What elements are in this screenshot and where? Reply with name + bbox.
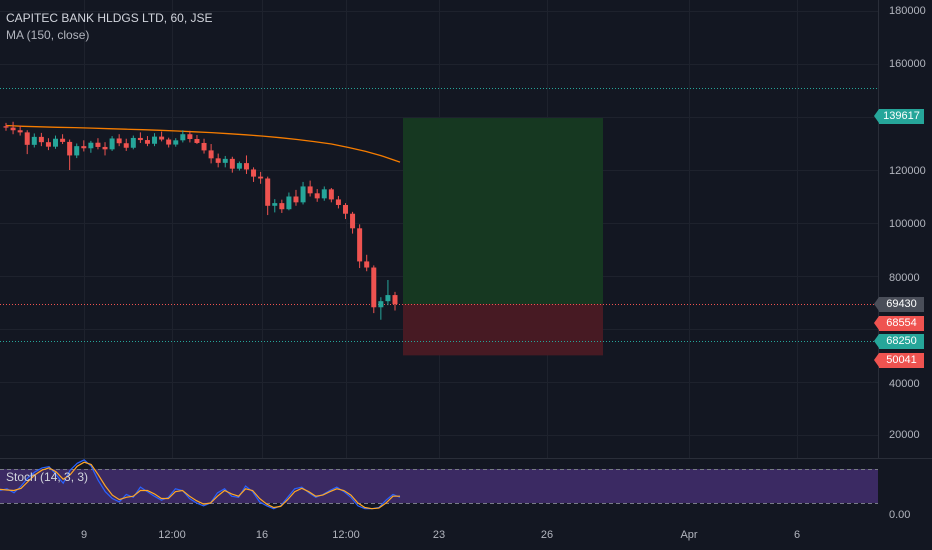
x-tick-9: 9 (80, 529, 88, 541)
candle-body (229, 158, 235, 169)
y-tick-40000: 40000 (889, 378, 920, 390)
candle-body (144, 140, 150, 144)
price-badge-target: 139617 (874, 109, 924, 124)
candles (3, 121, 398, 320)
x-tick-23: 23 (432, 529, 446, 541)
candle-body (350, 213, 356, 229)
candle-body (293, 196, 299, 203)
x-tick-1200-a: 12:00 (158, 529, 186, 541)
candle-body (385, 295, 391, 302)
candle-body (378, 301, 384, 308)
candle-body (74, 146, 80, 156)
candle-body (187, 134, 193, 139)
price-badge-entry: 68554 (874, 316, 924, 331)
candle-body (159, 136, 165, 140)
candle-body (45, 142, 51, 147)
candle-body (130, 137, 136, 148)
stochastic-pane[interactable] (0, 459, 932, 524)
candle-body (81, 146, 87, 149)
ma-150-line (5, 124, 401, 163)
candle-body (286, 196, 292, 210)
stoch-indicator-label[interactable]: Stoch (14, 3, 3) (6, 470, 89, 484)
candle-body (102, 146, 108, 150)
candle-body (17, 130, 23, 133)
candle-body (88, 142, 94, 149)
candle-body (109, 138, 115, 150)
candle-body (236, 163, 242, 169)
candle-body (300, 186, 306, 203)
candle-body (335, 199, 341, 205)
candle-body (222, 158, 228, 163)
candle-body (53, 138, 59, 147)
candle-body (173, 140, 179, 145)
candle-body (279, 203, 285, 210)
x-tick-16: 16 (255, 529, 269, 541)
candle-body (314, 193, 320, 199)
candle-body (371, 267, 377, 308)
candle-body (265, 178, 271, 206)
symbol-title[interactable]: CAPITEC BANK HLDGS LTD, 60, JSE (6, 11, 213, 25)
stop-zone (403, 304, 603, 356)
price-badge-last: 69430 (874, 297, 924, 312)
candle-body (116, 138, 122, 144)
stoch-axis-label: 0.00 (889, 509, 911, 521)
horizontal-levels (0, 88, 878, 342)
candle-body (357, 228, 363, 262)
price-badge-support: 68250 (874, 334, 924, 349)
candle-body (307, 186, 313, 194)
candle-body (137, 137, 143, 141)
ma-indicator-label[interactable]: MA (150, close) (6, 28, 90, 42)
candle-body (272, 203, 278, 206)
candle-body (392, 295, 398, 305)
candle-body (251, 169, 257, 177)
y-tick-120000: 120000 (889, 165, 926, 177)
stoch-d-line (0, 461, 400, 510)
candle-body (328, 189, 334, 200)
price-chart-pane[interactable] (0, 0, 932, 459)
y-tick-160000: 160000 (889, 58, 926, 70)
x-tick-26: 26 (540, 529, 554, 541)
candle-body (364, 261, 370, 268)
y-tick-100000: 100000 (889, 218, 926, 230)
candle-body (38, 136, 44, 143)
candle-body (258, 176, 264, 179)
candle-body (201, 142, 207, 151)
x-tick-apr: Apr (680, 529, 698, 541)
candle-body (31, 136, 37, 145)
candle-body (208, 150, 214, 159)
candle-body (24, 132, 30, 145)
candle-body (95, 142, 101, 147)
x-tick-1200-b: 12:00 (332, 529, 360, 541)
candle-body (342, 204, 348, 214)
price-badge-stop: 50041 (874, 353, 924, 368)
candle-body (3, 126, 9, 128)
candle-body (215, 158, 221, 163)
y-tick-180000: 180000 (889, 5, 926, 17)
stoch-band (0, 469, 878, 503)
candle-body (194, 138, 200, 143)
long-position-tool[interactable] (403, 118, 603, 356)
target-zone (403, 118, 603, 305)
candle-body (123, 143, 129, 148)
candle-body (10, 127, 16, 131)
candle-body (152, 136, 158, 144)
candle-body (243, 163, 249, 170)
y-tick-80000: 80000 (889, 272, 920, 284)
candle-body (166, 139, 172, 145)
candle-body (60, 138, 66, 142)
candle-body (321, 189, 327, 199)
y-tick-20000: 20000 (889, 429, 920, 441)
x-tick-6: 6 (793, 529, 801, 541)
candle-body (180, 134, 186, 141)
candle-body (67, 141, 73, 156)
